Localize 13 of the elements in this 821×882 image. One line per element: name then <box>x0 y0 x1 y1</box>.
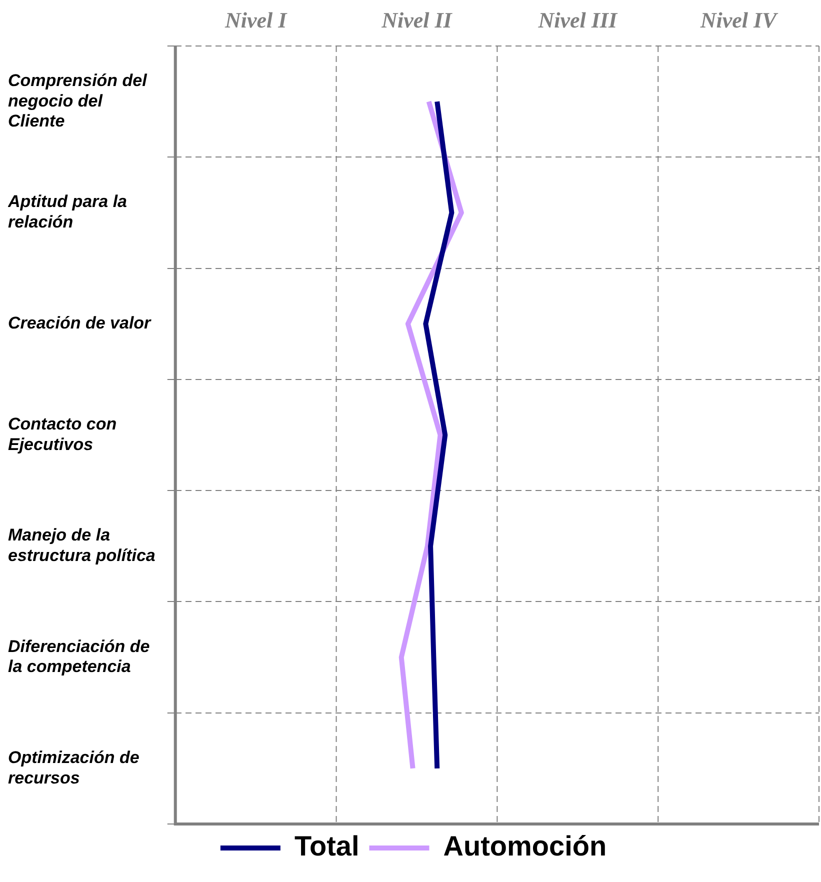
y-tick-label: Manejo de la estructura política <box>8 526 156 566</box>
text: Nivel I <box>224 8 288 33</box>
y-tick-label: Optimización de recursos <box>8 748 140 788</box>
legend-label: Total <box>294 830 360 862</box>
text: Nivel II <box>380 8 454 33</box>
legend-label: Automoción <box>443 830 607 862</box>
text: Nivel III <box>537 8 618 33</box>
text: Nivel IV <box>699 8 780 33</box>
y-tick-label: Aptitud para la relación <box>7 192 128 232</box>
y-tick-label: Creación de valor <box>8 314 152 333</box>
y-tick-label: Comprensión del negocio del Cliente <box>8 70 148 131</box>
y-tick-label: Diferenciación de la competencia <box>8 636 150 676</box>
y-tick-label: Contacto con Ejecutivos <box>8 414 117 454</box>
